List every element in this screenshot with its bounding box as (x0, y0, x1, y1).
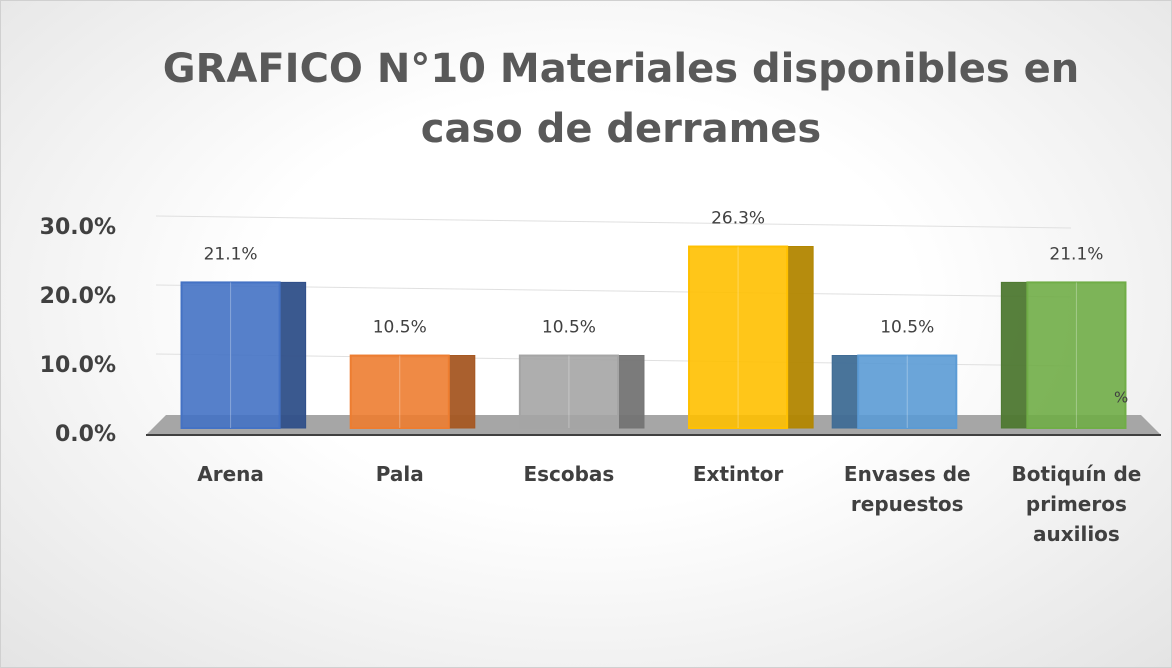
grid-line (155, 284, 1072, 298)
x-tick-label: Extintor (692, 462, 784, 486)
chart-title: GRAFICO N°10 Materiales disponibles en c… (162, 46, 1080, 152)
bar (857, 354, 958, 429)
data-label: 10.5% (373, 318, 427, 338)
data-label: 21.1% (204, 244, 258, 264)
x-tick-label: Escobas (523, 462, 615, 486)
x-tick-label: Pala (375, 462, 424, 486)
data-label: 10.5% (880, 318, 934, 338)
bar (688, 245, 789, 429)
bar-side (786, 246, 814, 429)
bar (349, 354, 450, 429)
bar-side (279, 281, 307, 429)
data-label: 21.1% (1049, 244, 1103, 264)
y-tick-label: 20.0% (40, 284, 116, 309)
y-tick-label: 10.0% (40, 353, 116, 378)
y-tick-label: 30.0% (40, 215, 116, 240)
grid-line (155, 215, 1072, 229)
annotation: % (1114, 389, 1128, 407)
bar (1026, 281, 1127, 429)
x-tick-label: Botiquín de primeros auxilios (1011, 462, 1142, 546)
bar-side (831, 355, 859, 429)
bar-side (1000, 281, 1028, 429)
bar-side (617, 355, 645, 429)
bar-side (448, 355, 476, 429)
bar (518, 354, 619, 429)
y-tick-label: 0.0% (55, 422, 116, 447)
data-label: 10.5% (542, 318, 596, 338)
data-label: 26.3% (711, 209, 765, 229)
bar (180, 281, 281, 429)
x-tick-label: Arena (197, 462, 264, 486)
x-tick-label: Envases de repuestos (843, 462, 971, 516)
